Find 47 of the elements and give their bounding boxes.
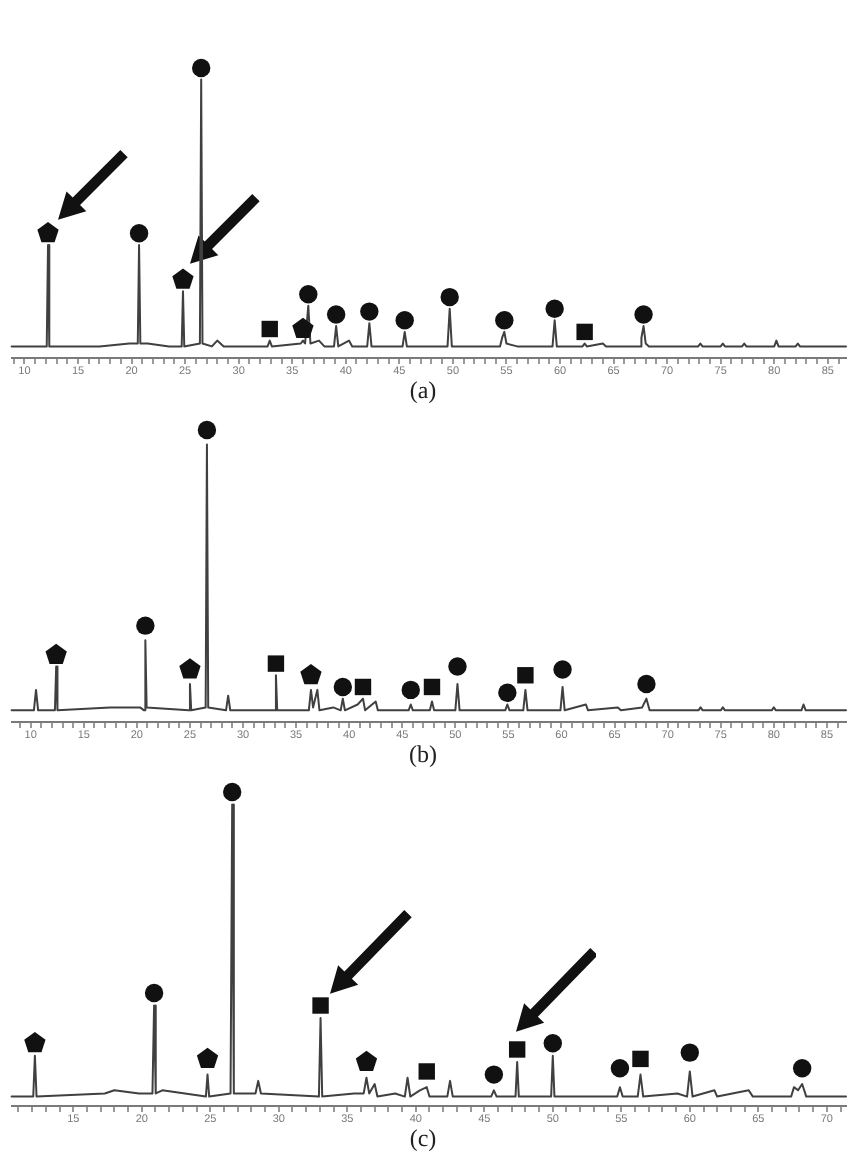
point [632,1050,649,1068]
point [545,299,564,318]
point [136,616,155,635]
point [792,1059,812,1078]
point [333,677,353,697]
point [172,268,194,289]
point [517,667,534,684]
point [355,1050,378,1072]
point [495,311,514,330]
point [267,655,285,672]
point [191,58,211,78]
point [395,311,414,330]
point [179,658,201,679]
point [484,1065,504,1084]
point [197,420,217,440]
text: (b) [409,739,437,768]
point [300,664,322,685]
point [440,287,459,307]
point [196,1047,219,1068]
point [498,683,517,702]
point [354,678,372,696]
point [637,674,656,694]
point [292,317,314,339]
point [680,1043,700,1062]
point [326,305,346,324]
point [448,657,467,676]
point [634,305,653,324]
point [129,224,149,243]
text: (a) [409,375,437,404]
point [24,1032,46,1053]
point [576,323,593,341]
point [360,302,379,321]
point [553,660,572,679]
point [418,1063,435,1080]
point [508,1041,526,1058]
point [543,1034,562,1053]
point [423,678,441,696]
point [45,643,67,664]
point [37,222,59,243]
point [144,983,164,1003]
text: (c) [409,1123,437,1152]
point [610,1059,630,1078]
point [299,285,318,304]
point [312,997,329,1014]
point [222,782,242,802]
point [261,320,278,338]
point [401,680,420,700]
